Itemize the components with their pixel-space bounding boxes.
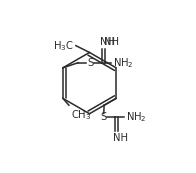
Text: NH: NH (100, 37, 115, 47)
Text: CH$_3$: CH$_3$ (71, 108, 91, 122)
Text: NH: NH (104, 37, 119, 47)
Text: S: S (87, 58, 93, 68)
Text: NH$_2$: NH$_2$ (113, 56, 134, 70)
Text: NH$_2$: NH$_2$ (126, 110, 147, 124)
Text: S: S (100, 112, 106, 122)
Text: NH: NH (113, 133, 128, 143)
Text: H$_3$C: H$_3$C (53, 39, 73, 53)
